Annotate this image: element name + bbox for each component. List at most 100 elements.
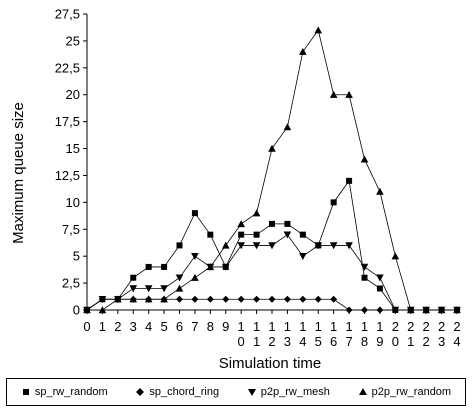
x-axis-ticks: 0 1 2 3 4 5 6 7 8 9 1 01 11 21 31 41 51 61 71 81 92 02 12 22 32 4 bbox=[83, 310, 461, 349]
data-point bbox=[253, 231, 260, 238]
series-p2p-rw-mesh bbox=[83, 231, 461, 314]
y-tick-label: 10 bbox=[66, 195, 80, 210]
series-line bbox=[87, 29, 457, 311]
data-point bbox=[376, 187, 384, 195]
y-tick-label: 2,5 bbox=[62, 276, 80, 291]
data-point bbox=[98, 306, 107, 314]
series-p2p-rw-random bbox=[83, 26, 461, 314]
legend: sp_rw_random sp_chord_ring p2p_rw_mesh p… bbox=[6, 378, 466, 406]
x-tick-label: 8 bbox=[207, 319, 214, 334]
y-tick-label: 25 bbox=[66, 33, 80, 48]
data-point bbox=[406, 306, 415, 314]
data-point bbox=[268, 295, 276, 303]
data-point bbox=[453, 306, 461, 314]
y-tick-label: 27,5 bbox=[55, 7, 80, 22]
data-point bbox=[283, 231, 292, 239]
y-tick-label: 15 bbox=[66, 141, 80, 156]
x-axis-label: Simulation time bbox=[219, 355, 322, 372]
y-tick-label: 17,5 bbox=[55, 114, 80, 129]
data-point bbox=[329, 242, 338, 250]
data-point bbox=[129, 285, 138, 293]
triangle-down-marker-icon bbox=[247, 389, 256, 396]
y-axis-ticks: 0 2,5 5 7,5 10 12,5 15 17,5 20 22,5 25 27,5 bbox=[55, 7, 87, 318]
data-point bbox=[437, 306, 446, 314]
data-point bbox=[284, 220, 291, 227]
data-point bbox=[237, 220, 245, 228]
legend-item-p2p-rw-mesh: p2p_rw_mesh bbox=[247, 386, 330, 398]
data-point bbox=[345, 242, 353, 250]
x-tick-label: 2 bbox=[114, 319, 121, 334]
data-point bbox=[299, 252, 307, 260]
x-tick-label: 7 bbox=[191, 319, 198, 334]
data-point bbox=[268, 242, 276, 250]
data-point bbox=[83, 306, 91, 314]
legend-label: sp_rw_random bbox=[34, 386, 108, 398]
data-point bbox=[191, 210, 198, 217]
data-point bbox=[299, 47, 307, 55]
x-tick-label: 4 bbox=[145, 319, 152, 334]
data-point bbox=[144, 285, 153, 293]
data-point bbox=[237, 295, 245, 303]
triangle-up-marker-icon bbox=[358, 388, 367, 395]
legend-label: p2p_rw_random bbox=[371, 386, 452, 398]
data-point bbox=[222, 295, 230, 303]
data-point bbox=[114, 295, 122, 303]
legend-item-sp-chord-ring: sp_chord_ring bbox=[135, 386, 219, 398]
data-point bbox=[299, 231, 306, 238]
x-tick-label: 5 bbox=[160, 319, 167, 334]
x-tick-label: 6 bbox=[176, 319, 183, 334]
data-point bbox=[237, 242, 245, 250]
data-point bbox=[283, 123, 292, 131]
y-axis-label: Maximum queue size bbox=[10, 102, 27, 244]
data-point bbox=[361, 274, 368, 281]
data-point bbox=[361, 306, 368, 314]
legend-item-p2p-rw-random: p2p_rw_random bbox=[358, 386, 452, 398]
x-tick-label: 3 bbox=[130, 319, 137, 334]
data-point bbox=[221, 241, 230, 249]
data-point bbox=[346, 177, 353, 184]
data-point bbox=[238, 231, 245, 238]
data-point bbox=[391, 252, 400, 260]
y-tick-label: 12,5 bbox=[55, 168, 80, 183]
data-point bbox=[191, 252, 199, 260]
y-tick-label: 7,5 bbox=[62, 222, 80, 237]
data-point bbox=[345, 90, 353, 98]
data-point bbox=[144, 295, 153, 303]
data-point bbox=[160, 295, 168, 303]
data-point bbox=[175, 284, 184, 292]
data-point bbox=[161, 263, 168, 270]
data-point bbox=[175, 274, 184, 282]
data-point bbox=[299, 295, 307, 303]
y-tick-label: 20 bbox=[66, 87, 80, 102]
legend-label: sp_chord_ring bbox=[149, 386, 220, 398]
data-point bbox=[206, 263, 215, 271]
data-point bbox=[129, 295, 138, 303]
y-tick-label: 0 bbox=[73, 303, 80, 318]
data-point bbox=[221, 263, 230, 271]
data-point bbox=[206, 295, 214, 303]
data-point bbox=[376, 306, 384, 314]
data-point bbox=[252, 209, 261, 217]
y-tick-label: 22,5 bbox=[55, 60, 80, 75]
x-tick-label: 1 bbox=[99, 319, 106, 334]
x-tick-label: 0 bbox=[83, 319, 90, 334]
data-point bbox=[391, 306, 400, 314]
data-point bbox=[145, 263, 152, 270]
data-point bbox=[360, 155, 369, 163]
data-point bbox=[268, 144, 276, 152]
data-point bbox=[283, 295, 291, 303]
